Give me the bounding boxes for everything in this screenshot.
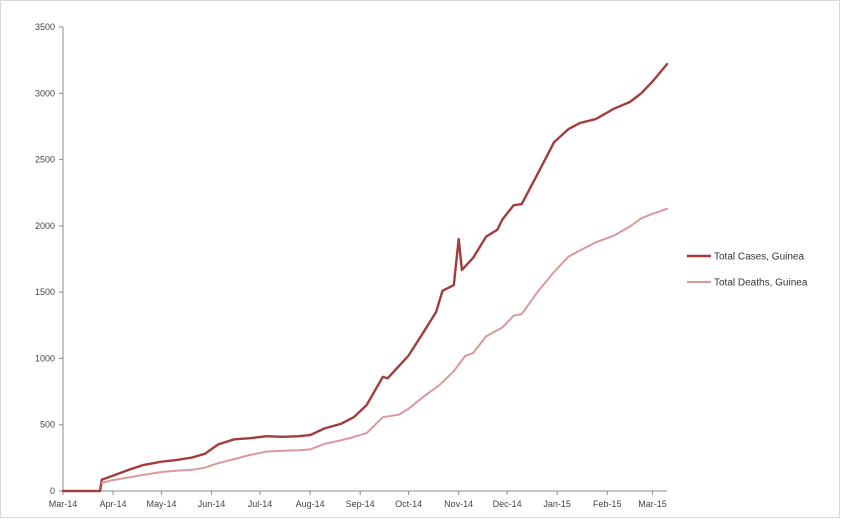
x-tick-label: May-14 (147, 499, 177, 509)
x-tick-label: Nov-14 (444, 499, 473, 509)
x-tick-label: Mar-14 (49, 499, 78, 509)
legend-label: Total Cases, Guinea (714, 252, 804, 263)
y-tick-label: 1500 (35, 287, 55, 297)
x-tick-label: Jun-14 (198, 499, 226, 509)
x-tick-label: Jul-14 (248, 499, 273, 509)
x-axis-ticks: Mar-14 Apr-14 May-14 Jun-14 Jul-14 Aug-14 Sep-… (49, 491, 667, 509)
x-tick-label: Oct-14 (395, 499, 422, 509)
y-tick-label: 3000 (35, 88, 55, 98)
x-tick-label: Apr-14 (100, 499, 127, 509)
axes (62, 27, 667, 492)
x-tick-label: Mar-15 (638, 499, 667, 509)
x-tick-label: Aug-14 (296, 499, 325, 509)
x-tick-label: Jan-15 (543, 499, 571, 509)
x-tick-label: Sep-14 (346, 499, 375, 509)
y-tick-label: 2000 (35, 221, 55, 231)
legend: Total Cases, Guinea Total Deaths, Guinea (687, 252, 808, 289)
x-tick-label: Feb-15 (593, 499, 622, 509)
series-lines (61, 62, 669, 493)
legend-label: Total Deaths, Guinea (714, 278, 808, 289)
y-tick-label: 2500 (35, 155, 55, 165)
y-tick-label: 500 (40, 420, 55, 430)
y-tick-label: 3500 (35, 22, 55, 32)
x-tick-label: Dec-14 (493, 499, 522, 509)
y-axis-ticks: 0 500 1000 1500 2000 2500 3000 3500 (35, 22, 63, 496)
y-tick-label: 1000 (35, 353, 55, 363)
series-line-total-deaths (100, 207, 668, 484)
series-line-total-cases (61, 62, 669, 493)
y-tick-label: 0 (50, 486, 55, 496)
